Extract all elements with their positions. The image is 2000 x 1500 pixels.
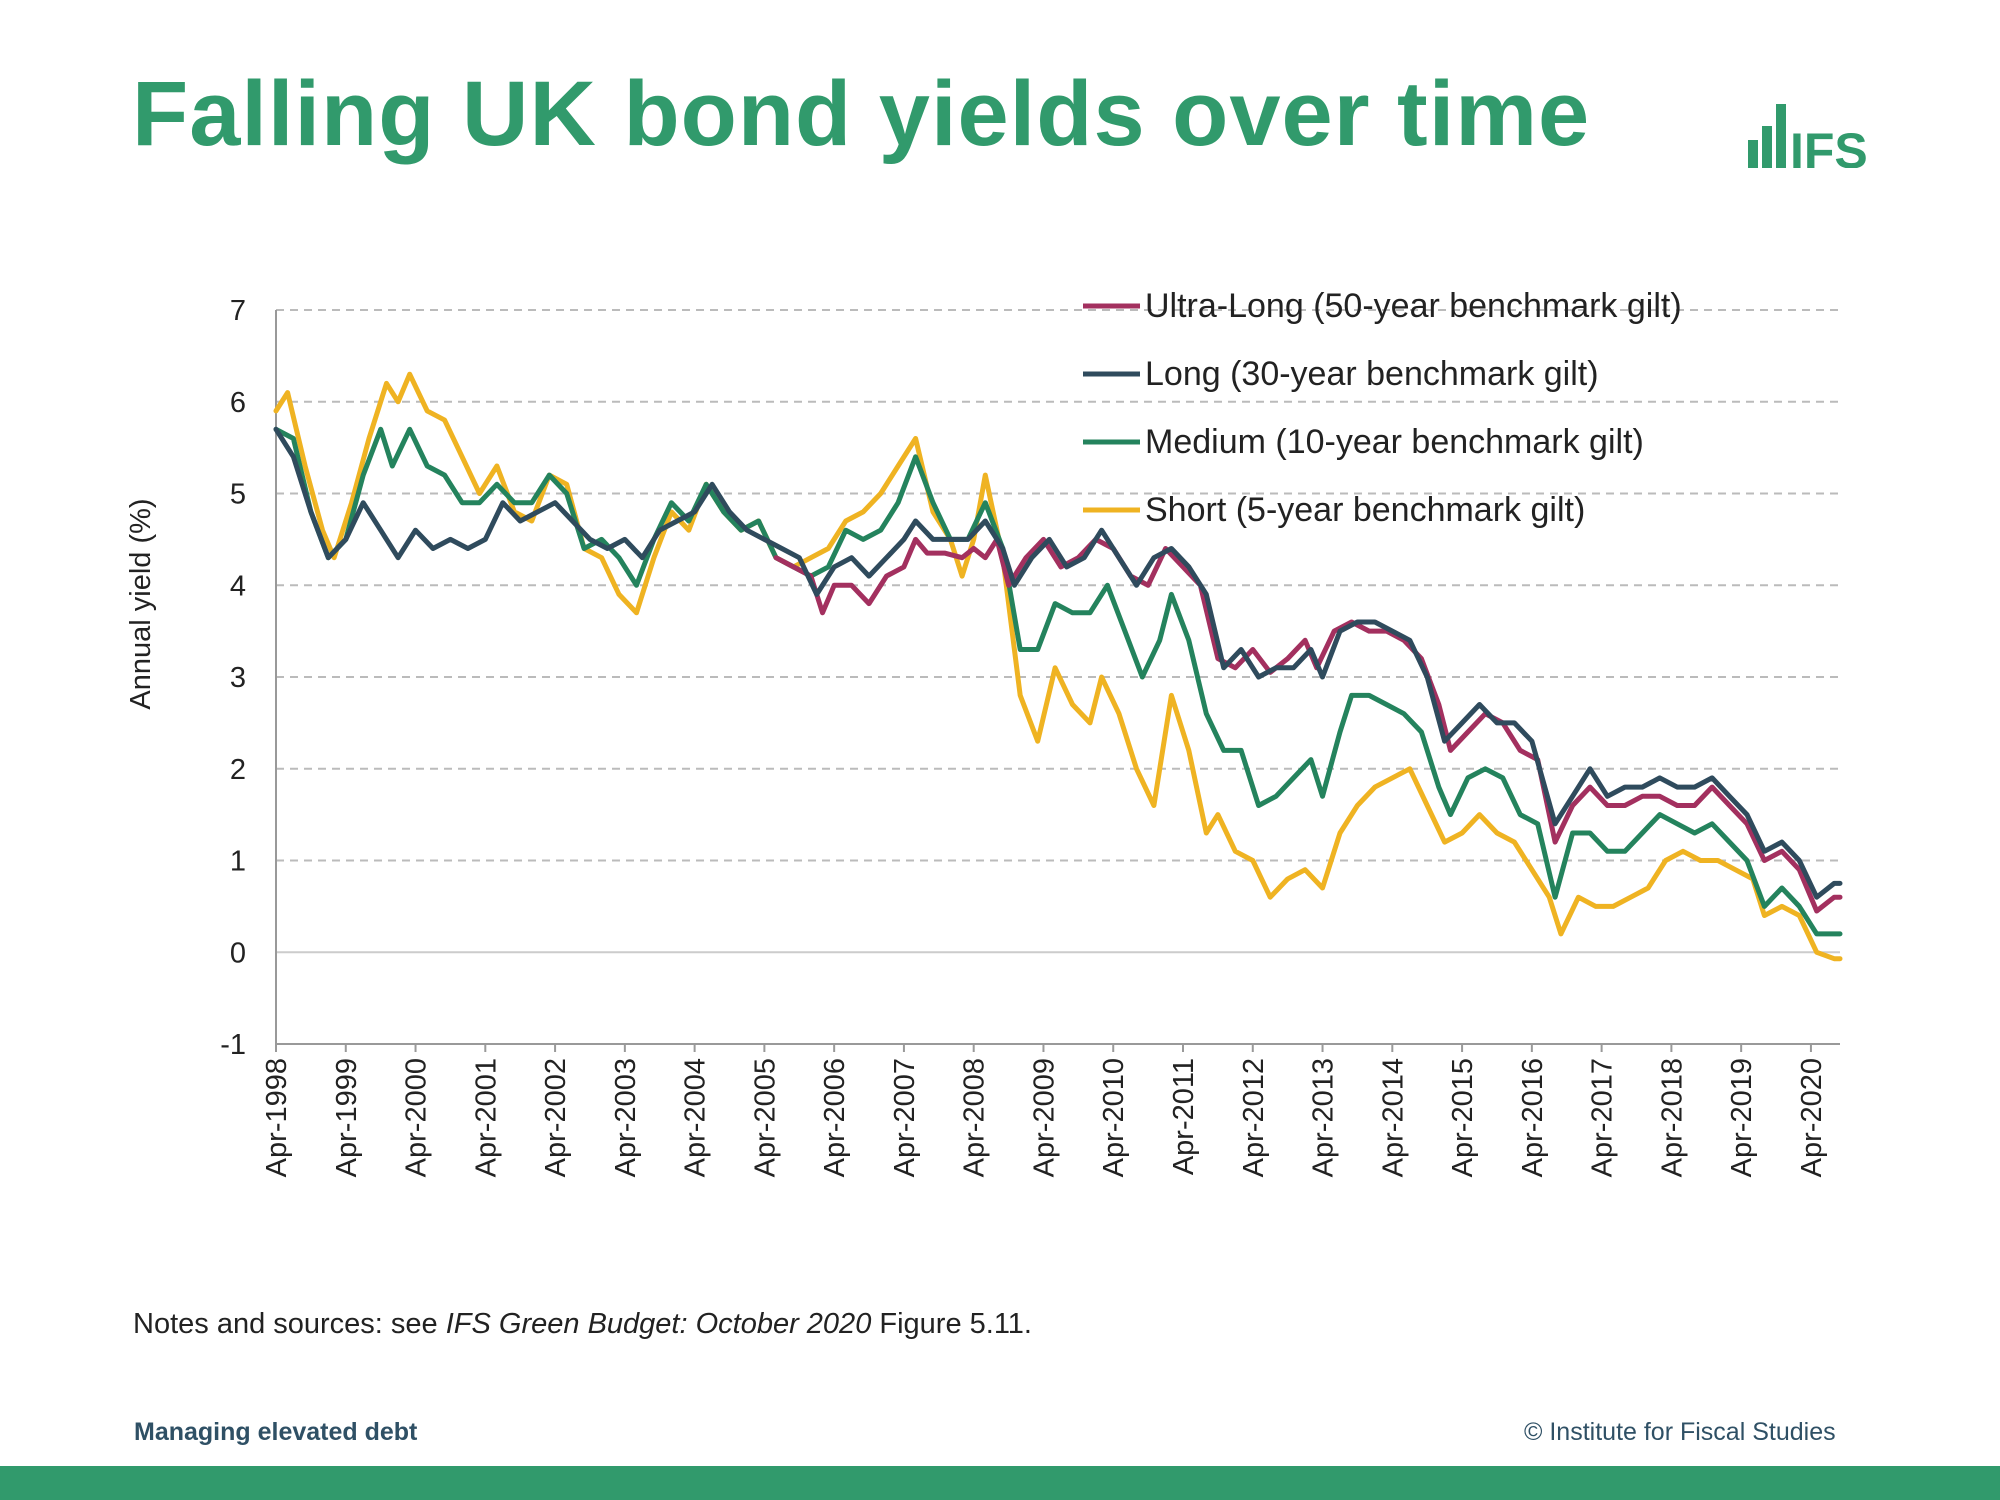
- x-tick-label: Apr-2010: [1098, 1058, 1130, 1177]
- logo-bar-2: [1762, 126, 1772, 168]
- x-tick-label: Apr-2000: [401, 1058, 433, 1177]
- x-tick-label: Apr-2006: [819, 1058, 851, 1177]
- page-title: Falling UK bond yields over time: [132, 63, 1591, 165]
- series-line-short: [273, 371, 1843, 962]
- x-tick-labels: Apr-1998 Apr-1999 Apr-2000 Apr-2001 Apr-2002…: [261, 1058, 1828, 1177]
- notes-suffix: Figure 5.11.: [871, 1308, 1032, 1340]
- chart-legend: Ultra-Long (50-year benchmark gilt) Long …: [1083, 287, 1682, 529]
- legend-label: Medium (10-year benchmark gilt): [1145, 423, 1644, 461]
- y-tick-label: 6: [230, 387, 246, 419]
- x-tick-label: Apr-1999: [331, 1058, 363, 1177]
- y-tick-label: 0: [230, 937, 246, 969]
- y-tick-label: 4: [230, 570, 246, 602]
- notes-source-title: IFS Green Budget: October 2020: [445, 1308, 872, 1340]
- y-axis-label: Annual yield (%): [125, 498, 157, 709]
- x-tick-label: Apr-2005: [749, 1058, 781, 1177]
- bond-yield-chart: -1 0 1 2 3 4 5 6 7 Apr-1998 Apr-1999 Apr-2000 Apr-2…: [125, 287, 1843, 1177]
- x-tick-label: Apr-2018: [1656, 1058, 1688, 1177]
- x-tick-label: Apr-2001: [470, 1058, 502, 1177]
- x-tick-label: Apr-2015: [1447, 1058, 1479, 1177]
- x-tick-label: Apr-2019: [1726, 1058, 1758, 1177]
- series-line-ultra-long: [773, 536, 1843, 914]
- x-tick-label: Apr-1998: [261, 1058, 293, 1177]
- logo-bar-1: [1748, 140, 1758, 168]
- chart-axes: [275, 310, 1840, 1052]
- x-tick-label: Apr-2004: [680, 1058, 712, 1177]
- x-tick-label: Apr-2003: [610, 1058, 642, 1177]
- y-tick-labels: -1 0 1 2 3 4 5 6 7: [220, 295, 246, 1061]
- x-tick-label: Apr-2017: [1587, 1058, 1619, 1177]
- logo-text: IFS: [1790, 123, 1868, 168]
- y-tick-label: -1: [220, 1029, 246, 1061]
- x-tick-label: Apr-2016: [1517, 1058, 1549, 1177]
- x-tick-label: Apr-2012: [1238, 1058, 1270, 1177]
- x-tick-label: Apr-2007: [889, 1058, 921, 1177]
- series-line-long: [273, 426, 1843, 900]
- y-tick-label: 7: [230, 295, 246, 327]
- legend-label: Long (30-year benchmark gilt): [1145, 355, 1599, 393]
- ifs-logo: IFS: [1748, 104, 1868, 168]
- y-tick-label: 2: [230, 754, 246, 786]
- x-tick-label: Apr-2014: [1377, 1058, 1409, 1177]
- x-tick-label: Apr-2008: [959, 1058, 991, 1177]
- x-tick-label: Apr-2011: [1168, 1058, 1200, 1175]
- series-line-medium: [273, 426, 1843, 937]
- footer-copyright: © Institute for Fiscal Studies: [1524, 1418, 1836, 1446]
- legend-label: Short (5-year benchmark gilt): [1145, 491, 1585, 529]
- y-tick-label: 1: [230, 846, 246, 878]
- notes-and-sources: Notes and sources: see IFS Green Budget:…: [133, 1308, 1032, 1341]
- chart-series: [273, 371, 1843, 962]
- x-tick-label: Apr-2009: [1028, 1058, 1060, 1177]
- y-tick-label: 5: [230, 479, 246, 511]
- bottom-brand-bar: [0, 1466, 2000, 1500]
- footer-section-title: Managing elevated debt: [134, 1418, 418, 1446]
- y-tick-label: 3: [230, 662, 246, 694]
- logo-bar-3: [1776, 104, 1786, 168]
- x-tick-label: Apr-2020: [1796, 1058, 1828, 1177]
- x-tick-label: Apr-2002: [540, 1058, 572, 1177]
- x-tick-label: Apr-2013: [1308, 1058, 1340, 1177]
- chart-grid: [276, 309, 1840, 954]
- legend-label: Ultra-Long (50-year benchmark gilt): [1145, 287, 1682, 325]
- notes-prefix: Notes and sources: see: [133, 1308, 446, 1340]
